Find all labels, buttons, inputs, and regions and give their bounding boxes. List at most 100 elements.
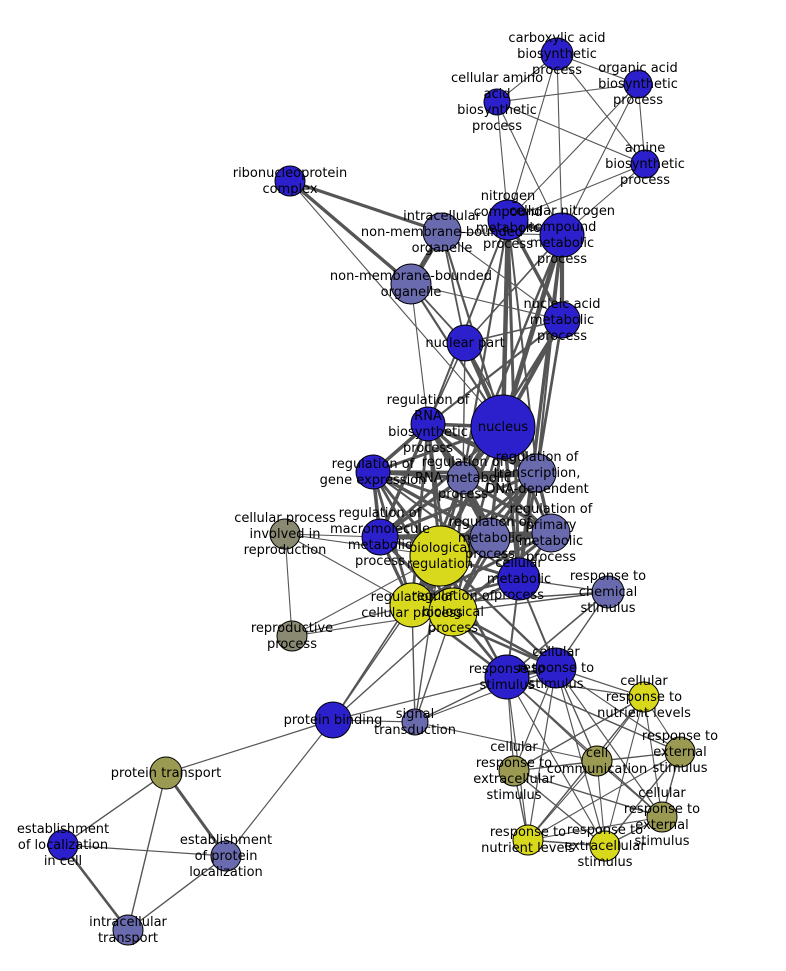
graph-node[interactable]	[276, 620, 308, 652]
graph-node[interactable]	[483, 88, 511, 116]
graph-node[interactable]	[540, 37, 574, 71]
graph-node[interactable]	[390, 263, 432, 305]
nodes-layer	[47, 37, 696, 946]
graph-node-label: signal transduction	[374, 707, 456, 738]
graph-node-label: protein transport	[111, 766, 221, 781]
graph-edge	[643, 696, 663, 818]
graph-node[interactable]	[589, 830, 621, 862]
graph-edge	[461, 218, 510, 480]
graph-edge	[500, 232, 565, 430]
graph-node[interactable]	[361, 518, 399, 556]
graph-edge	[506, 676, 681, 753]
graph-node[interactable]	[149, 756, 183, 790]
graph-node-label: cellular response to external stimulus	[624, 786, 700, 849]
graph-node-label: cellular response to extracellular stimulus	[473, 740, 555, 803]
graph-edge	[496, 83, 639, 103]
graph-node-label: ribonucleoprotein complex	[233, 166, 348, 197]
graph-node[interactable]	[484, 654, 530, 700]
graph-edge	[164, 771, 228, 858]
graph-node-label: cellular response to stimulus	[518, 645, 594, 692]
graph-node[interactable]	[512, 824, 544, 856]
graph-node-label: nucleic acid metabolic process	[523, 297, 600, 344]
graph-edge	[507, 83, 639, 221]
graph-node[interactable]	[470, 394, 536, 460]
graph-node[interactable]	[355, 454, 391, 490]
graph-edge	[556, 53, 563, 236]
graph-node-label: establishment of localization in cell	[17, 822, 109, 869]
graph-node[interactable]	[446, 324, 484, 362]
graph-node[interactable]	[630, 149, 660, 179]
graph-node-label: non-membrane-bounded organelle	[330, 269, 492, 300]
graph-edge	[127, 855, 227, 931]
graph-node-label: cellular process involved in reproduction	[234, 511, 336, 558]
graph-node[interactable]	[422, 212, 462, 252]
graph-edge	[555, 667, 663, 818]
graph-node[interactable]	[543, 301, 581, 339]
graph-node-label: response to chemical stimulus	[570, 569, 646, 616]
graph-edge	[225, 719, 334, 857]
graph-node-label: response to external stimulus	[642, 729, 718, 776]
graph-node[interactable]	[112, 914, 144, 946]
graph-node[interactable]	[401, 708, 429, 736]
graph-node[interactable]	[646, 801, 678, 833]
graph-node-label: regulation of primary metabolic process	[510, 502, 593, 565]
graph-node[interactable]	[628, 681, 660, 713]
graph-edge	[426, 318, 564, 426]
graph-node[interactable]	[535, 647, 577, 689]
graph-node[interactable]	[591, 575, 625, 609]
graph-edge	[165, 719, 334, 774]
graph-edge	[507, 53, 558, 221]
graph-node[interactable]	[314, 701, 352, 739]
graph-node[interactable]	[487, 199, 529, 241]
graph-node-label: cellular nitrogen compound metabolic proces…	[509, 204, 615, 267]
graph-edge	[441, 231, 563, 321]
graph-edge	[527, 751, 681, 841]
graph-node[interactable]	[517, 453, 557, 493]
graph-edge	[496, 101, 646, 165]
graph-edge	[535, 233, 564, 475]
graph-edge	[556, 53, 646, 165]
graph-node-label: intracellular non-membrane-bounded organel…	[361, 209, 523, 256]
graph-node-label: response to nutrient levels	[481, 825, 575, 856]
graph-edge	[288, 179, 444, 234]
graph-edge	[555, 667, 681, 753]
graph-edge	[288, 179, 413, 286]
graph-node[interactable]	[469, 517, 511, 559]
graph-edge	[410, 283, 563, 321]
graph-node[interactable]	[664, 736, 696, 768]
graph-edge	[414, 667, 557, 723]
graph-node[interactable]	[446, 461, 480, 495]
graph-node[interactable]	[47, 829, 79, 861]
graph-node[interactable]	[531, 513, 571, 553]
graph-node[interactable]	[581, 745, 613, 777]
graph-node[interactable]	[269, 518, 301, 550]
graph-edge	[604, 696, 645, 847]
graph-node-label: regulation of biological process	[412, 589, 495, 636]
graph-node[interactable]	[539, 212, 585, 258]
graph-edge	[62, 844, 227, 857]
graph-node[interactable]	[410, 406, 446, 442]
graph-node-label: regulation of cellular process	[361, 590, 463, 621]
graph-node[interactable]	[409, 525, 471, 587]
graph-edge	[513, 770, 606, 847]
graph-edge	[527, 667, 557, 841]
graph-edge	[378, 422, 430, 539]
graph-node[interactable]	[498, 755, 530, 787]
graph-edge	[377, 530, 554, 540]
graph-edge	[378, 471, 539, 539]
graph-edge	[507, 163, 646, 221]
graph-node[interactable]	[497, 557, 541, 601]
graph-node-label: nucleus	[478, 420, 528, 435]
graph-node-label: reproductive process	[251, 621, 333, 652]
graph-edge	[127, 772, 167, 931]
graph-node-label: response to extracellular stimulus	[564, 823, 646, 870]
graph-edge	[332, 676, 508, 721]
graph-node[interactable]	[428, 587, 478, 637]
graph-edge	[513, 770, 663, 818]
graph-node[interactable]	[210, 840, 242, 872]
graph-node[interactable]	[623, 69, 653, 99]
graph-edge	[527, 760, 598, 841]
graph-edge	[332, 604, 413, 721]
graph-node[interactable]	[274, 165, 306, 197]
